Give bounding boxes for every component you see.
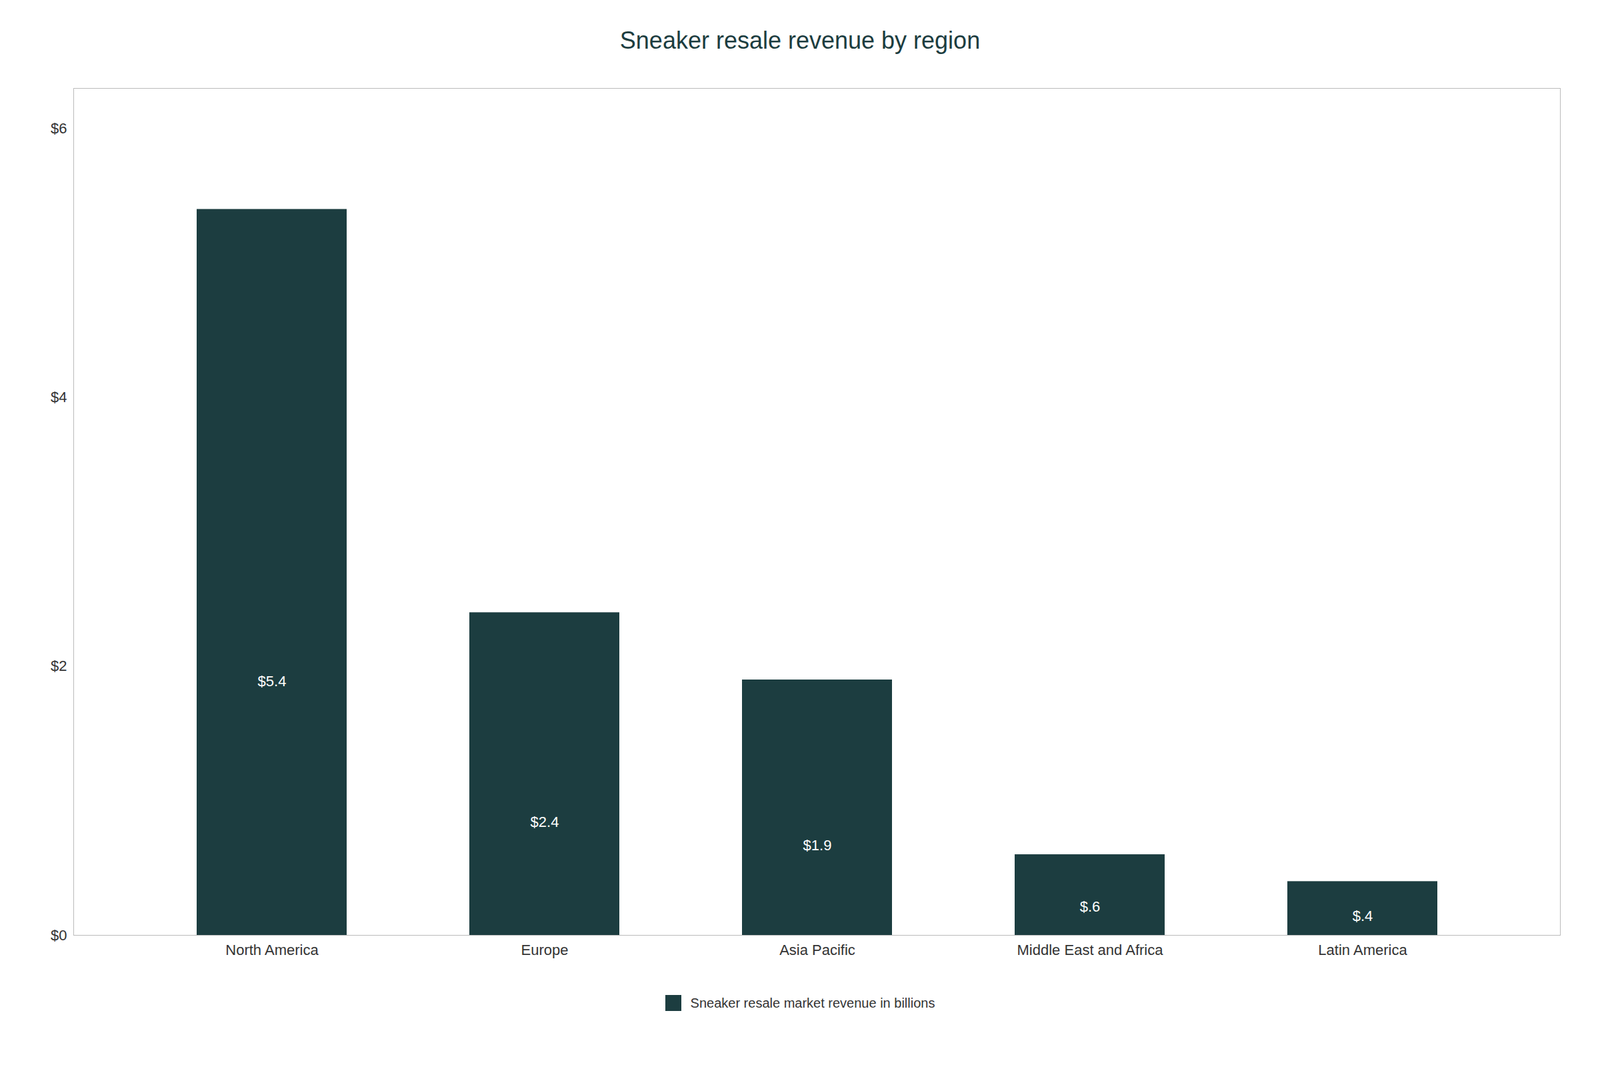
- svg-text:Europe: Europe: [521, 941, 569, 958]
- html-text:Sneaker resale market revenue: Sneaker resale market revenue in billion…: [690, 995, 935, 1010]
- svg-text:$1.9: $1.9: [803, 836, 832, 854]
- svg-text:$2: $2: [50, 657, 67, 674]
- svg-text:$2.4: $2.4: [530, 813, 560, 830]
- svg-text:Middle East and Africa: Middle East and Africa: [1017, 941, 1164, 958]
- svg-text:Latin America: Latin America: [1318, 941, 1408, 958]
- svg-text:North America: North America: [225, 941, 319, 958]
- html-text:Sneaker resale revenue by regi: Sneaker resale revenue by region: [619, 26, 981, 54]
- svg-text:$4: $4: [50, 388, 67, 406]
- svg-text:$0: $0: [50, 926, 67, 944]
- svg-text:Asia Pacific: Asia Pacific: [779, 941, 856, 958]
- svg-text:$.6: $.6: [1080, 898, 1101, 915]
- svg-text:$.4: $.4: [1352, 907, 1374, 924]
- svg-text:$6: $6: [50, 120, 67, 137]
- svg-text:$5.4: $5.4: [258, 672, 287, 690]
